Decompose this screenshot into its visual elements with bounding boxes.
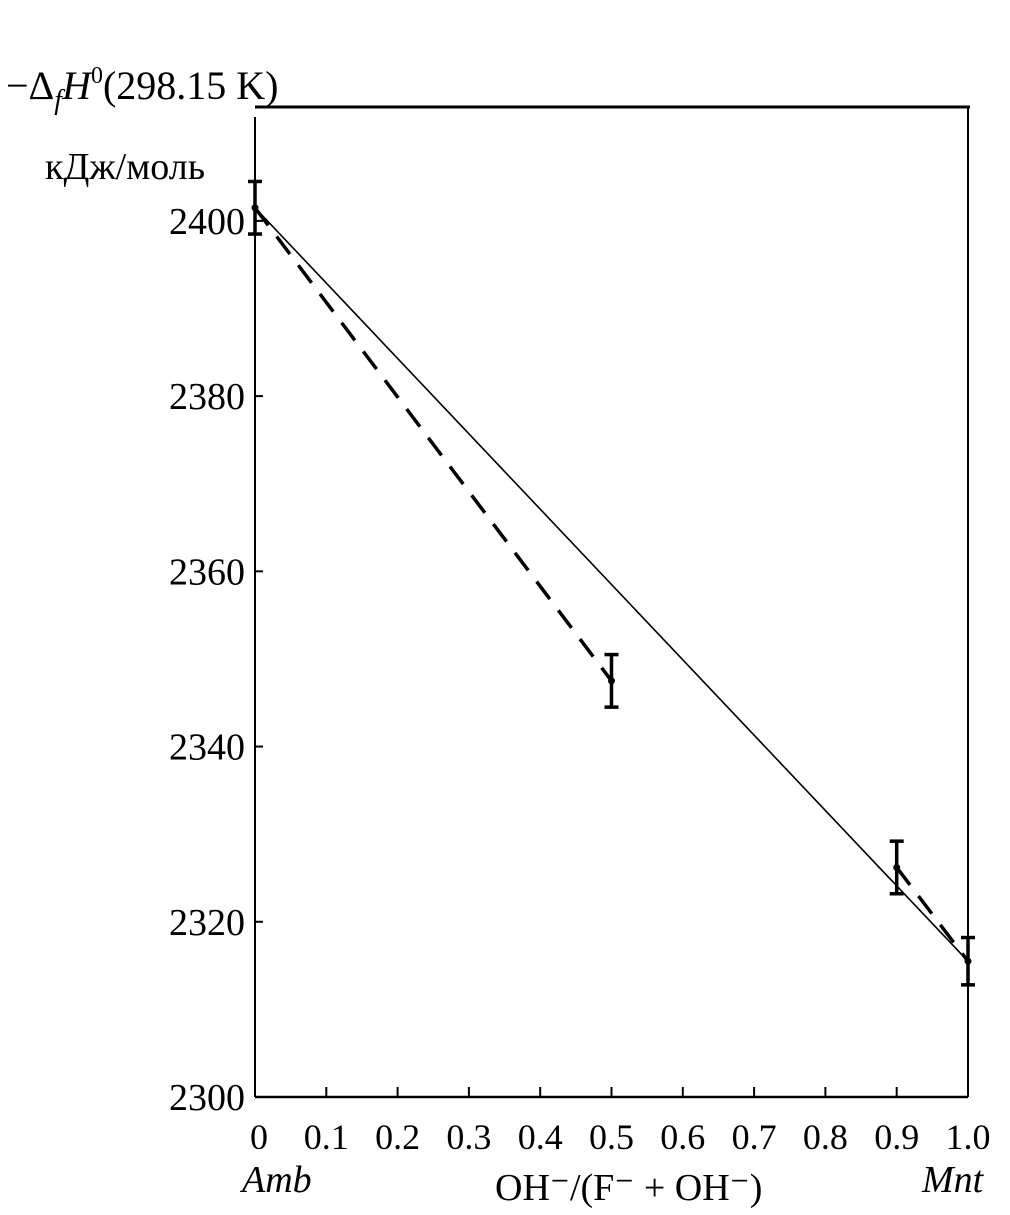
x-tick-label: 0.9 [874, 1117, 919, 1157]
data-point [251, 204, 259, 212]
y-tick-label: 2320 [169, 902, 245, 944]
data-point [964, 957, 972, 965]
y-axis-label-unit: кДж/моль [45, 146, 206, 188]
x-tick-label: 0.4 [518, 1117, 563, 1157]
y-axis-label-quantity: −ΔfH0(298.15 K) [6, 62, 279, 116]
data-point [608, 677, 615, 685]
x-tick-label: 0.8 [803, 1117, 848, 1157]
y-axis-label-part: f [54, 85, 63, 116]
y-tick-label: 2300 [169, 1077, 245, 1119]
x-tick-label: 1.0 [946, 1117, 991, 1157]
y-axis-label-part: (298.15 K) [102, 63, 279, 108]
dashed-line [895, 866, 970, 963]
y-axis-label-part: H [62, 63, 91, 108]
y-axis-label-part: 0 [90, 63, 103, 89]
x-end-label-left: Amb [242, 1159, 312, 1201]
x-tick-label: 0.1 [304, 1117, 349, 1157]
x-tick-label: 0 [250, 1117, 268, 1157]
x-tick-label: 0.3 [446, 1117, 491, 1157]
data-point [893, 863, 901, 871]
x-tick-label: 0.2 [375, 1117, 420, 1157]
x-end-label-right: Mnt [922, 1159, 984, 1201]
y-axis-label-part: −Δ [6, 63, 55, 108]
dashed-line [253, 206, 613, 682]
y-tick-label: 2360 [169, 551, 245, 593]
y-tick-label: 2380 [169, 376, 245, 418]
solid-line [254, 207, 969, 962]
x-tick-label: 0.6 [660, 1117, 705, 1157]
y-tick-label: 2400 [169, 201, 245, 243]
y-tick-label: 2340 [169, 727, 245, 769]
x-axis-label: OH⁻/(F⁻ + OH⁻) [495, 1167, 763, 1209]
x-tick-label: 0.7 [732, 1117, 777, 1157]
x-tick-label: 0.5 [589, 1117, 634, 1157]
